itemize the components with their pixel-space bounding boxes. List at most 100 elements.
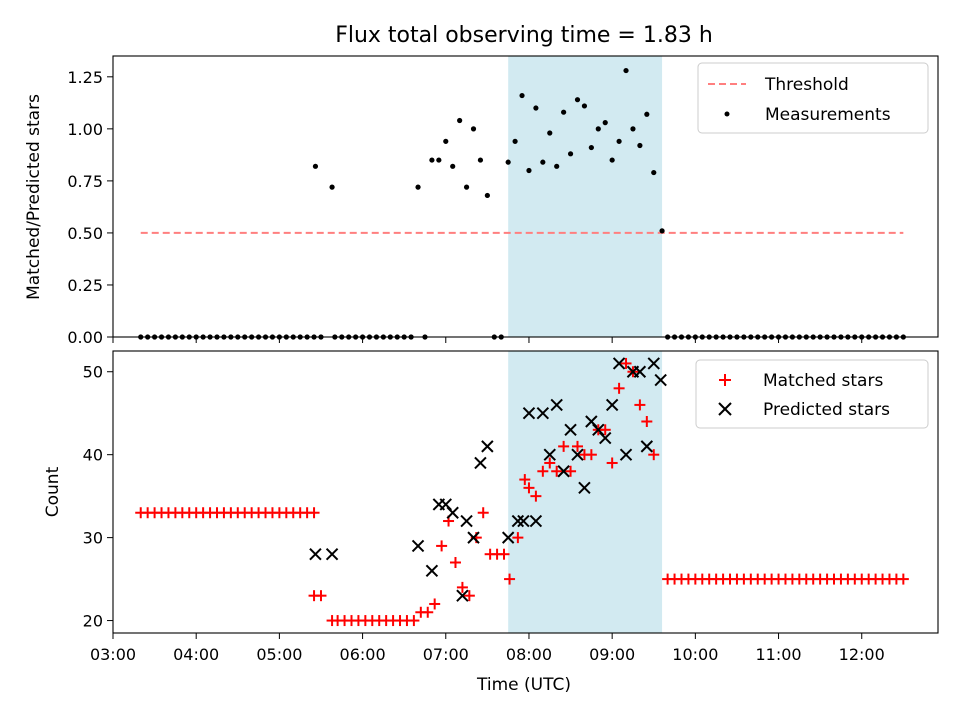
matched-point	[477, 507, 489, 519]
predicted-point	[654, 373, 667, 387]
matched-point	[456, 581, 468, 593]
count-y-axis-label: Count	[43, 466, 63, 517]
y-tick-label: 0.00	[67, 328, 103, 347]
measurement-point	[595, 126, 601, 132]
shade-rect	[508, 56, 663, 337]
x-tick-label: 10:00	[672, 645, 718, 664]
matched-point	[634, 399, 646, 411]
measurement-point	[526, 167, 532, 174]
predicted-points	[309, 357, 667, 602]
predicted-point	[578, 481, 591, 495]
matched-point	[565, 465, 577, 477]
predicted-point	[511, 514, 525, 528]
measurement-point	[574, 97, 581, 103]
x-tick-label: 06:00	[340, 645, 386, 664]
matched-point	[429, 598, 441, 610]
legend-measurements-swatch	[724, 111, 730, 117]
matched-point	[585, 449, 597, 461]
measurement-point	[540, 159, 546, 165]
measurement-point	[470, 126, 477, 132]
matched-point	[599, 424, 611, 436]
matched-point	[544, 457, 556, 469]
legend-measurements-label: Measurements	[765, 105, 891, 125]
observing-window-shade	[508, 351, 663, 633]
measurement-point	[484, 192, 490, 199]
count-panel: 03:00 04:00 05:00 06:00 07:00 08:00 09:00 10:00…	[43, 350, 939, 695]
count-axes-frame	[112, 350, 939, 634]
predicted-point	[599, 431, 612, 445]
measurement-point	[623, 67, 629, 74]
y-tick-label: 20	[83, 612, 103, 631]
predicted-point	[612, 357, 626, 370]
matched-point	[408, 615, 420, 627]
y-tick-label: 0.50	[67, 224, 103, 243]
matched-point	[519, 474, 531, 486]
ratio-axes-frame	[112, 55, 939, 338]
count-legend-box	[695, 359, 929, 429]
predicted-point	[474, 456, 487, 470]
legend-predicted-label: Predicted stars	[763, 400, 890, 420]
measurement-point	[512, 138, 518, 144]
predicted-point	[619, 448, 633, 461]
matched-point	[620, 357, 632, 369]
y-tick-label: 50	[83, 363, 103, 382]
predicted-point	[564, 423, 577, 437]
x-axis-label: Time (UTC)	[476, 675, 571, 695]
x-tick-label: 11:00	[755, 645, 801, 664]
x-tick-label: 04:00	[173, 645, 219, 664]
measurement-point	[329, 184, 335, 190]
measurement-point	[477, 157, 484, 163]
predicted-point	[425, 564, 439, 578]
predicted-point	[543, 448, 556, 461]
predicted-point	[467, 531, 480, 544]
predicted-point	[529, 514, 543, 528]
ratio-y-ticks: 0.00 0.25 0.50 0.75 1.00 1.25	[67, 68, 113, 347]
predicted-point	[501, 531, 515, 544]
predicted-point	[536, 406, 550, 420]
predicted-point	[325, 547, 339, 561]
observing-window-shade	[508, 56, 663, 337]
predicted-point	[557, 465, 570, 478]
legend-threshold-label: Threshold	[764, 75, 849, 95]
predicted-point	[640, 440, 654, 453]
matched-point	[613, 382, 625, 394]
y-tick-label: 1.25	[67, 68, 103, 87]
predicted-point	[456, 589, 469, 602]
ratio-y-axis-label: Matched/Predicted stars	[24, 94, 44, 300]
matched-point	[606, 457, 618, 469]
measurement-point	[609, 157, 615, 163]
matched-point	[436, 540, 448, 552]
predicted-point	[446, 506, 459, 519]
matched-point	[449, 557, 461, 568]
matched-point	[897, 573, 909, 585]
ratio-legend-box	[697, 62, 929, 134]
matched-point	[422, 606, 434, 618]
measurement-point	[457, 117, 463, 124]
predicted-point	[517, 514, 530, 528]
legend-matched-label: Matched stars	[763, 371, 883, 391]
measurement-point	[436, 157, 442, 163]
shade-rect	[508, 351, 663, 633]
predicted-point	[605, 398, 619, 412]
ratio-legend: Threshold Measurements	[697, 62, 929, 134]
x-tick-label: 05:00	[256, 645, 302, 664]
measurement-point	[450, 163, 456, 169]
measurement-point	[561, 109, 567, 115]
x-tick-label: 08:00	[506, 645, 552, 664]
matched-point	[512, 532, 524, 544]
measurement-point	[505, 159, 511, 165]
measurement-point	[443, 138, 449, 144]
x-tick-label: 07:00	[423, 645, 469, 664]
legend-matched-swatch	[719, 374, 731, 386]
measurement-point	[429, 157, 435, 163]
predicted-point	[411, 539, 425, 553]
measurement-point	[554, 163, 560, 169]
measurement-point	[602, 120, 608, 126]
measurement-point	[588, 144, 594, 151]
legend-predicted-swatch	[718, 402, 732, 416]
measurement-point	[616, 138, 622, 144]
predicted-point	[647, 357, 660, 370]
count-y-ticks: 20 30 40 50	[83, 363, 113, 631]
predicted-point	[571, 448, 584, 461]
count-legend: Matched stars Predicted stars	[695, 359, 929, 429]
